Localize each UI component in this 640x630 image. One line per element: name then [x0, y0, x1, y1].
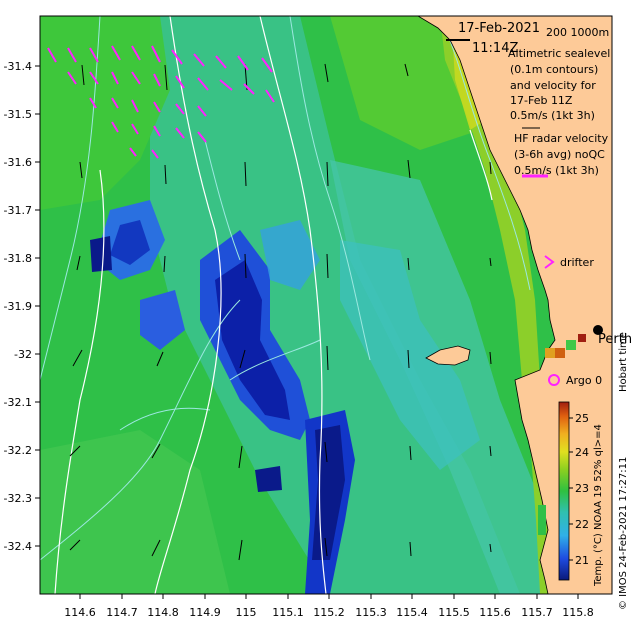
hobart-time-label: Hobart time: [618, 332, 629, 392]
colorbar-tick-label: 24: [575, 446, 589, 459]
lat-tick-label: -31.7: [4, 204, 32, 217]
lat-tick-label: -32.3: [4, 492, 32, 505]
altimetry-legend-line: 17-Feb 11Z: [510, 94, 573, 107]
altimetry-legend-line: Altimetric sealevel: [508, 47, 610, 60]
sealevel-contours: [54, 16, 493, 594]
lat-tick-label: -32: [14, 348, 32, 361]
altimetry-velocity-arrows: [69, 63, 492, 561]
lat-tick-label: -31.6: [4, 156, 32, 169]
lat-tick-label: -32.2: [4, 444, 32, 457]
lon-tick-label: 115.1: [272, 606, 304, 619]
lon-tick-label: 115.2: [313, 606, 345, 619]
lon-tick-label: 114.6: [64, 606, 96, 619]
isobath-contours: [40, 16, 531, 561]
lat-tick-label: -32.4: [4, 540, 32, 553]
colorbar-tick-label: 23: [575, 482, 589, 495]
isobath-legend: 200 1000m: [546, 26, 609, 39]
map-date: 17-Feb-2021: [458, 21, 540, 36]
lon-tick-label: 115.6: [479, 606, 511, 619]
sst-field: [40, 16, 560, 594]
colorbar-ramp: [558, 401, 570, 581]
city-label-perth: Perth: [598, 332, 632, 347]
lat-tick-label: -31.5: [4, 108, 32, 121]
altimetry-legend-line: and velocity for: [510, 79, 596, 92]
altimetry-legend: Altimetric sealevel (0.1m contours) and …: [508, 47, 610, 129]
drifter-icon: [544, 255, 555, 269]
credit-text: © IMOS 24-Feb-2021 17:27:11: [618, 457, 629, 610]
drifter-label: drifter: [560, 256, 594, 269]
lat-tick-labels: -31.4 -31.5 -31.6 -31.7 -31.8 -31.9 -32 …: [4, 60, 32, 553]
colorbar: 25 24 23 22 21 Temp. (°C) NOAA 19 52% ql…: [558, 401, 604, 587]
lon-tick-label: 115: [236, 606, 257, 619]
map-time: 11:14Z: [472, 41, 518, 56]
colorbar-tick-label: 22: [575, 518, 589, 531]
lon-tick-label: 115.4: [396, 606, 428, 619]
lat-tick-label: -31.9: [4, 300, 32, 313]
lon-tick-label: 114.8: [147, 606, 179, 619]
radar-legend-line: (3-6h avg) noQC: [514, 148, 605, 161]
colorbar-tick-label: 21: [575, 554, 589, 567]
lon-tick-labels: 114.6 114.7 114.8 114.9 115 115.1 115.2 …: [64, 606, 594, 619]
hf-radar-arrows: [47, 45, 275, 159]
lon-tick-label: 115.5: [438, 606, 470, 619]
colorbar-title: Temp. (°C) NOAA 19 52% ql>=4: [593, 424, 604, 587]
lon-tick-label: 115.7: [521, 606, 553, 619]
lon-tick-label: 115.8: [562, 606, 594, 619]
altimetry-legend-line: (0.1m contours): [510, 63, 598, 76]
rottnest-island: [425, 345, 471, 366]
altimetry-legend-line: 0.5m/s (1kt 3h): [510, 109, 595, 122]
radar-legend-line: 0.5m/s (1kt 3h): [514, 164, 599, 177]
colorbar-tick-label: 25: [575, 412, 589, 425]
perth-marker-icon: [593, 325, 603, 335]
axis-tick-marks: [35, 65, 579, 599]
lon-tick-label: 114.9: [189, 606, 221, 619]
lon-tick-label: 115.3: [355, 606, 387, 619]
lat-tick-label: -32.1: [4, 396, 32, 409]
argo-float-icon: [548, 374, 560, 386]
radar-legend: HF radar velocity (3-6h avg) noQC 0.5m/s…: [514, 132, 609, 178]
plot-frame: [39, 15, 613, 595]
lat-tick-label: -31.4: [4, 60, 32, 73]
lon-tick-label: 114.7: [106, 606, 138, 619]
lat-tick-label: -31.8: [4, 252, 32, 265]
radar-legend-line: HF radar velocity: [514, 132, 609, 145]
argo-label: Argo 0: [566, 374, 602, 387]
